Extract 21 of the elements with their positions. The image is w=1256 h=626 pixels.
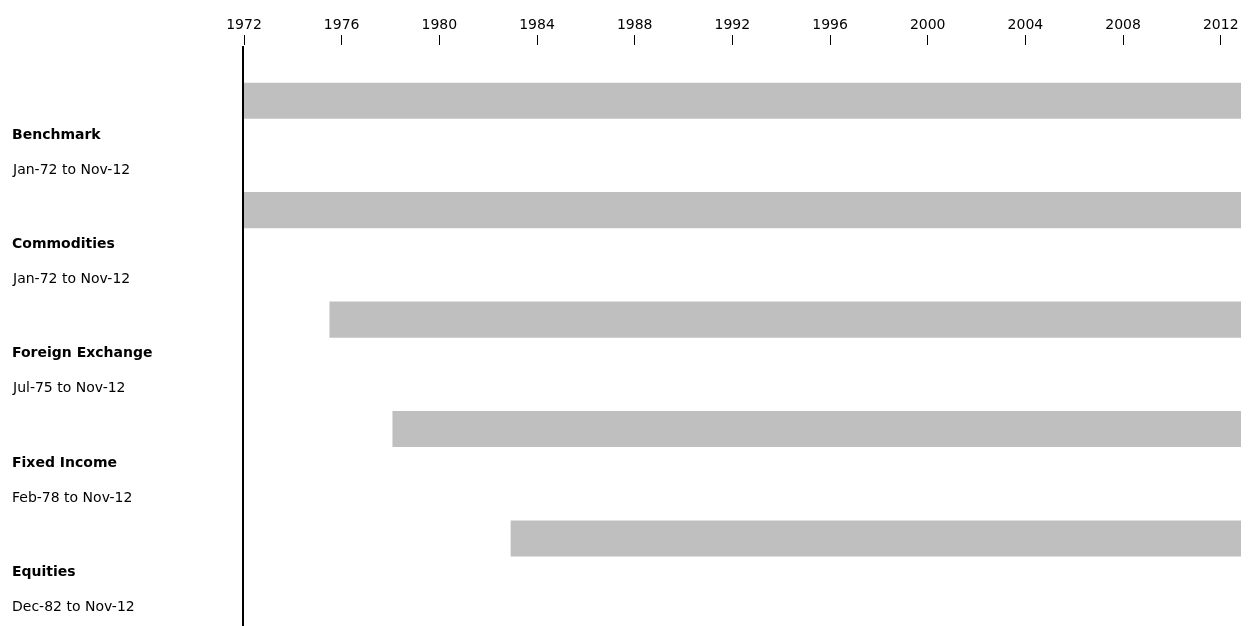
x-tick-label: 2004 — [1007, 16, 1044, 33]
text: Feb-78 to Nov-12 — [12, 489, 133, 505]
y-tick-label: Equities — [12, 563, 76, 579]
text: Jan-72 to Nov-12 — [12, 270, 131, 286]
x-tick-label: 2012 — [1202, 16, 1239, 33]
x-tick-label: 1980 — [421, 16, 458, 33]
text: Dec-82 to Nov-12 — [12, 598, 135, 614]
x-tick-label: 1984 — [519, 16, 555, 33]
x-tick-label: 2000 — [909, 16, 946, 33]
y-tick-label: Commodities — [12, 235, 115, 251]
y-tick-label: Fixed Income — [12, 454, 117, 470]
x-tick-label: 1992 — [714, 16, 751, 33]
text: Jan-72 to Nov-12 — [12, 161, 131, 177]
x-tick-label: 1996 — [812, 16, 848, 33]
y-tick-label: Benchmark — [12, 126, 102, 142]
x-tick-label: 2008 — [1105, 16, 1141, 33]
x-tick-label: 1988 — [616, 16, 653, 33]
x-tick-label: 1976 — [323, 16, 360, 33]
x-tick-label: 1972 — [226, 16, 262, 33]
text: Jul-75 to Nov-12 — [12, 379, 126, 395]
y-tick-label: Foreign Exchange — [12, 344, 153, 360]
